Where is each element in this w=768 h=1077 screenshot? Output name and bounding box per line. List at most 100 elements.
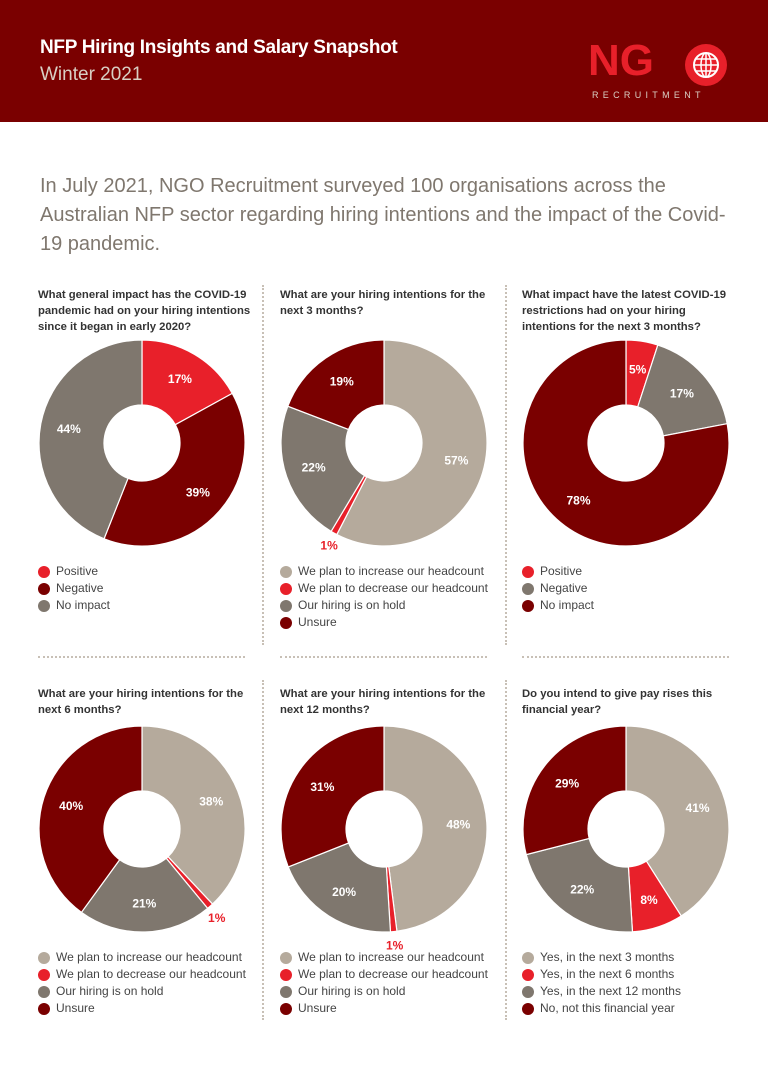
data-label: 5% [629,362,647,376]
legend-item: No impact [522,597,742,614]
donut-slice [522,339,730,547]
divider [38,656,245,658]
chart-question: What impact have the latest COVID-19 res… [522,289,727,333]
chart-question: What are your hiring intentions for the … [280,289,486,317]
data-label: 19% [330,375,354,389]
chart-question: What are your hiring intentions for the … [38,688,244,716]
donut-slice [335,339,488,547]
legend-item: Our hiring is on hold [38,983,258,1000]
donut-slice [141,725,246,905]
legend-label: Yes, in the next 12 months [540,984,681,998]
legend-swatch [280,582,292,595]
legend-swatch [280,565,292,578]
legend-item: Yes, in the next 6 months [522,966,742,983]
legend-label: No impact [540,598,595,612]
data-label: 22% [570,882,594,896]
legend-label: Our hiring is on hold [298,598,406,612]
legend-label: Yes, in the next 3 months [540,950,675,964]
legend-label: We plan to decrease our headcount [298,581,488,595]
donut-slice [287,339,385,431]
legend-item: We plan to decrease our headcount [280,966,500,983]
data-label: 40% [59,799,83,813]
legend-swatch [38,985,50,998]
divider [262,680,264,1020]
legend-label: Yes, in the next 6 months [540,967,675,981]
donut-slice [280,405,366,533]
legend-swatch [280,616,292,629]
legend-label: No impact [56,598,111,612]
legend-item: Positive [38,563,258,580]
divider [522,656,729,658]
data-label: 17% [168,372,192,386]
legend-swatch [280,968,292,981]
legend-swatch [522,582,534,595]
legend-swatch [38,1002,50,1015]
divider [505,285,507,645]
legend-label: We plan to decrease our headcount [298,967,488,981]
donut-chart: 57% 1% 22% 19% [280,339,488,553]
legend-item: Negative [38,580,258,597]
chart-question: Do you intend to give pay rises this fin… [522,688,713,716]
legend-label: We plan to decrease our headcount [56,967,246,981]
data-label: 38% [199,795,223,809]
legend-label: No, not this financial year [540,1001,675,1015]
donut-chart: 41% 8% 22% 29% [522,725,730,933]
legend-item: We plan to decrease our headcount [38,966,258,983]
chart-question: What are your hiring intentions for the … [280,688,486,716]
legend-swatch [38,951,50,964]
legend-swatch [522,565,534,578]
data-label: 8% [640,893,658,907]
legend-label: Unsure [298,1001,337,1015]
legend-label: Our hiring is on hold [298,984,406,998]
legend-swatch [280,951,292,964]
donut-slice [525,837,634,933]
legend-swatch [522,951,534,964]
divider [262,285,264,645]
header-banner [0,0,768,122]
legend-label: Unsure [298,615,337,629]
legend-item: Our hiring is on hold [280,597,500,614]
legend-label: We plan to increase our headcount [298,564,484,578]
legend-swatch [38,968,50,981]
donut-slice [383,725,488,932]
legend-item: Positive [522,563,742,580]
legend-item: We plan to increase our headcount [38,949,258,966]
legend-label: Positive [540,564,583,578]
legend-swatch [280,1002,292,1015]
legend-label: Positive [56,564,99,578]
data-label: 44% [57,422,81,436]
donut-chart: 17% 39% 44% [38,339,246,547]
divider [505,680,507,1020]
legend-item: Unsure [280,1000,500,1017]
intro-text: In July 2021, NGO Recruitment surveyed 1… [40,175,726,255]
legend-label: Unsure [56,1001,95,1015]
legend-label: Negative [540,581,588,595]
data-label: 21% [132,896,156,910]
legend-swatch [522,985,534,998]
legend-swatch [280,599,292,612]
page-subtitle: Winter 2021 [40,64,143,85]
legend-item: We plan to increase our headcount [280,563,500,580]
donut-slice [38,339,143,540]
legend-label: We plan to increase our headcount [56,950,242,964]
chart-legend: Positive Negative No impact [522,563,742,614]
legend-swatch [522,1002,534,1015]
legend-item: We plan to decrease our headcount [280,580,500,597]
chart-legend: Positive Negative No impact [38,563,258,614]
data-label: 17% [670,387,694,401]
legend-label: Our hiring is on hold [56,984,164,998]
legend-item: Yes, in the next 12 months [522,983,742,1000]
chart-question: What general impact has the COVID-19 pan… [38,289,251,333]
data-label: 20% [332,885,356,899]
legend-swatch [522,968,534,981]
page-title: NFP Hiring Insights and Salary Snapshot [40,37,398,58]
legend-label: Negative [56,581,104,595]
chart-legend: We plan to increase our headcount We plan… [38,949,258,1017]
data-label: 31% [310,780,334,794]
data-label: 41% [686,801,710,815]
data-label: 1% [320,539,338,553]
data-label: 57% [444,454,468,468]
donut-chart: 38% 1% 21% 40% [38,725,246,933]
ngo-recruitment-logo: NG RECRUITMENT [588,38,733,108]
chart-legend: We plan to increase our headcount We plan… [280,949,500,1017]
